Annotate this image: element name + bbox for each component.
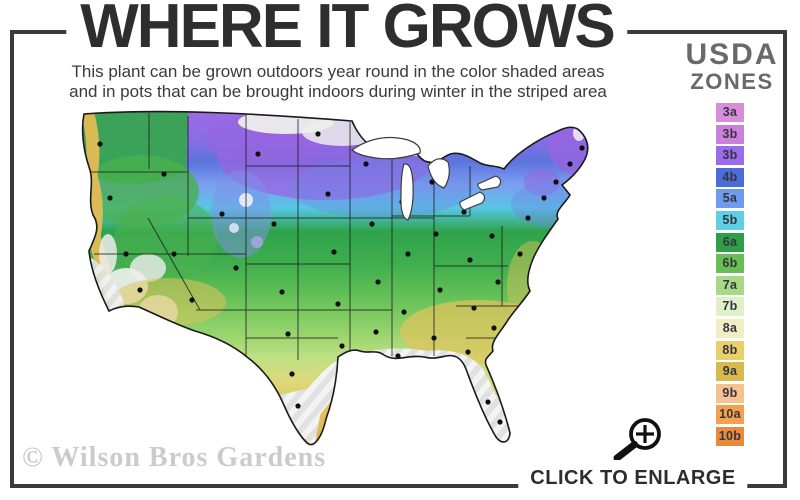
page-title: WHERE IT GROWS xyxy=(66,0,628,58)
usa-map-svg xyxy=(81,110,589,446)
us-outline-fill xyxy=(82,111,588,445)
subtitle-line-2: and in pots that can be brought indoors … xyxy=(69,81,607,101)
usda-zones-title-line2: ZONES xyxy=(690,69,774,94)
striped-south-california xyxy=(86,256,125,316)
us-outline-stroke xyxy=(81,110,589,446)
zone-swatch-9a-12: 9a xyxy=(716,362,744,382)
zone-swatch-6a-6: 6a xyxy=(716,232,744,252)
magnifier-zoom-icon[interactable] xyxy=(605,408,667,460)
striped-south-florida xyxy=(466,376,514,445)
usda-zones-title: USDA ZONES xyxy=(673,40,791,94)
zone-swatch-3b-2: 3b xyxy=(716,146,744,166)
watermark: © Wilson Bros Gardens xyxy=(22,442,327,473)
zone-swatch-10a-14: 10a xyxy=(716,405,744,425)
zone-legend: 3a 3b 3b 4b 5a 5b 6a 6b 7a 7b 8a 8b 9a 9b 10a 10b xyxy=(716,103,744,446)
zone-swatch-10b-15: 10b xyxy=(716,426,744,446)
subtitle-line-1: This plant can be grown outdoors year ro… xyxy=(71,62,605,81)
zone-swatch-8a-10: 8a xyxy=(716,318,744,338)
zone-swatch-7b-9: 7b xyxy=(716,297,744,317)
zone-swatch-5b-5: 5b xyxy=(716,210,744,230)
usa-hardiness-zones-map[interactable] xyxy=(36,106,670,462)
zone-swatch-6b-7: 6b xyxy=(716,254,744,274)
zone-swatch-4b-3: 4b xyxy=(716,167,744,187)
state-borders xyxy=(86,113,536,362)
zone-swatch-5a-4: 5a xyxy=(716,189,744,209)
zone-swatch-7a-8: 7a xyxy=(716,275,744,295)
striped-south-texas xyxy=(276,384,326,445)
subtitle: This plant can be grown outdoors year ro… xyxy=(69,62,607,101)
click-to-enlarge-label[interactable]: CLICK TO ENLARGE xyxy=(518,464,748,497)
zone-swatch-8b-11: 8b xyxy=(716,340,744,360)
zone-swatch-3a-0: 3a xyxy=(716,103,744,122)
zone-swatch-9b-13: 9b xyxy=(716,383,744,403)
zone-swatch-3b-1: 3b xyxy=(716,124,744,144)
great-lakes xyxy=(351,137,502,221)
usda-zones-title-line1: USDA xyxy=(685,38,779,71)
